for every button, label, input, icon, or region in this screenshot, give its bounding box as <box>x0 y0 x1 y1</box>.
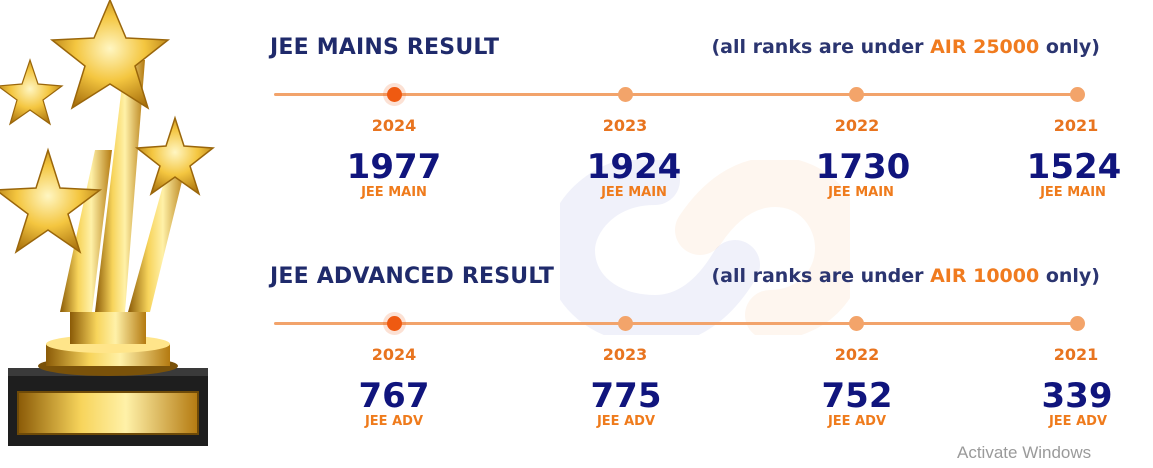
year-label: 2023 <box>602 116 648 135</box>
rank-value: 1924 <box>586 147 682 187</box>
year-label: 2021 <box>1053 116 1099 135</box>
rank-value: 1730 <box>815 147 911 187</box>
exam-label: JEE MAIN <box>601 185 667 200</box>
timeline-dot-2021 <box>1070 87 1085 102</box>
rank-value: 752 <box>821 376 893 416</box>
year-label: 2021 <box>1053 345 1099 364</box>
rank-note: (all ranks are under AIR 25000 only) <box>711 36 1100 58</box>
exam-label: JEE ADV <box>364 414 424 429</box>
activate-windows-watermark: Activate Windows <box>957 443 1092 462</box>
exam-label: JEE ADV <box>1048 414 1108 429</box>
rank-value: 339 <box>1041 376 1113 416</box>
infinity-logo-watermark <box>560 160 850 335</box>
exam-label: JEE MAIN <box>1040 185 1106 200</box>
jee-advanced-section: JEE ADVANCED RESULT (all ranks are under… <box>270 264 1112 444</box>
rank-value: 767 <box>358 376 430 416</box>
trophy-illustration <box>0 0 216 446</box>
timeline-dot-2022 <box>849 316 864 331</box>
year-label: 2022 <box>834 345 880 364</box>
exam-label: JEE ADV <box>827 414 887 429</box>
year-label: 2024 <box>371 345 417 364</box>
timeline-dot-2022 <box>849 87 864 102</box>
timeline-dot-2023 <box>618 316 633 331</box>
timeline-dot-2024 <box>387 316 402 331</box>
jee-mains-section: JEE MAINS RESULT (all ranks are under AI… <box>270 35 1121 215</box>
timeline-dot-2024 <box>387 87 402 102</box>
timeline-line <box>274 322 1080 325</box>
timeline-dot-2023 <box>618 87 633 102</box>
year-label: 2022 <box>834 116 880 135</box>
rank-value: 1524 <box>1026 147 1122 187</box>
exam-label: JEE MAIN <box>828 185 894 200</box>
exam-label: JEE ADV <box>596 414 656 429</box>
rank-value: 775 <box>590 376 662 416</box>
year-label: 2024 <box>371 116 417 135</box>
timeline-dot-2021 <box>1070 316 1085 331</box>
rank-value: 1977 <box>346 147 442 187</box>
exam-label: JEE MAIN <box>361 185 427 200</box>
timeline-line <box>274 93 1080 96</box>
rank-note: (all ranks are under AIR 10000 only) <box>711 265 1100 287</box>
year-label: 2023 <box>602 345 648 364</box>
section-title: JEE MAINS RESULT <box>270 35 500 60</box>
section-title: JEE ADVANCED RESULT <box>270 264 555 289</box>
